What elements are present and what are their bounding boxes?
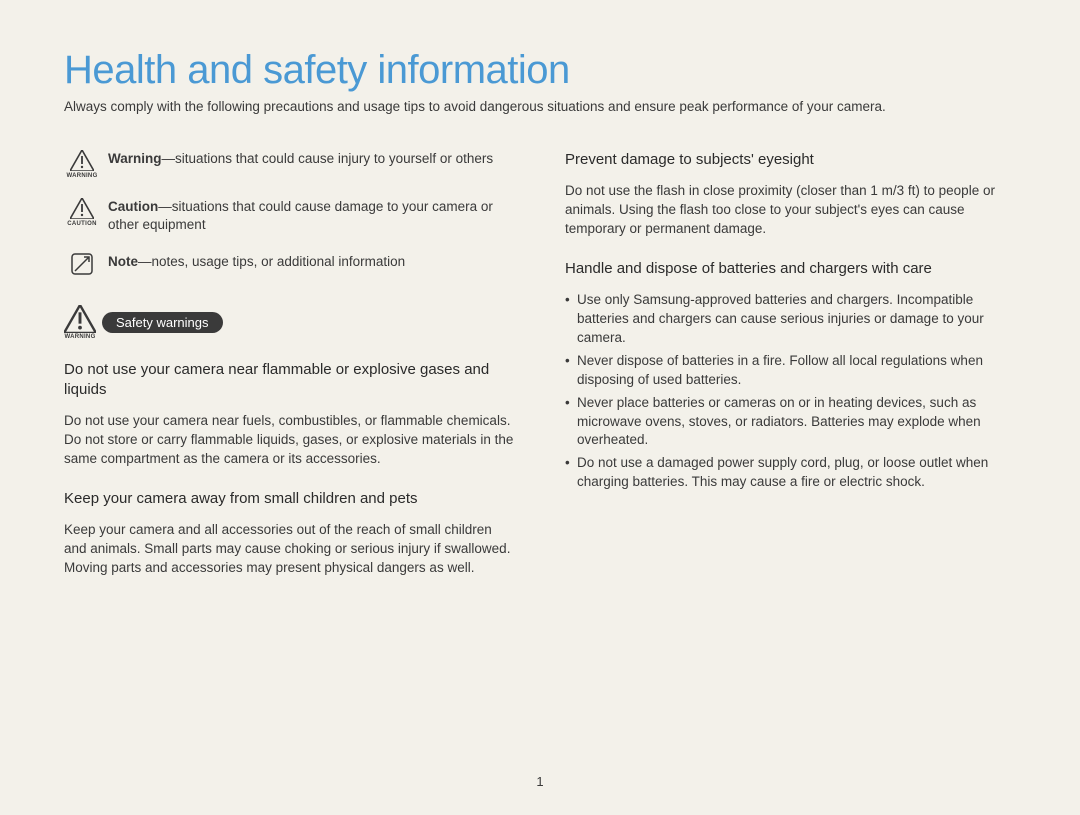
left-body-2: Keep your camera and all accessories out… [64,521,515,578]
legend-note-desc: —notes, usage tips, or additional inform… [138,254,405,269]
legend-caution-term: Caution [108,199,158,214]
left-subhead-2: Keep your camera away from small childre… [64,489,515,509]
right-column: Prevent damage to subjects' eyesight Do … [565,150,1016,594]
legend-warning-desc: —situations that could cause injury to y… [162,151,494,166]
intro-text: Always comply with the following precaut… [64,99,1016,114]
warning-icon [64,305,96,333]
warning-icon [70,150,94,171]
badge-icon-label: WARNING [64,334,95,340]
page-title: Health and safety information [64,48,1016,93]
legend-note: Note—notes, usage tips, or additional in… [64,253,515,275]
right-body-1: Do not use the flash in close proximity … [565,182,1016,239]
warning-icon-label: WARNING [66,172,97,180]
legend-warning: WARNING Warning—situations that could ca… [64,150,515,180]
right-subhead-2: Handle and dispose of batteries and char… [565,259,1016,279]
list-item: Never dispose of batteries in a fire. Fo… [565,352,1016,390]
battery-bullets: Use only Samsung-approved batteries and … [565,291,1016,492]
legend-warning-term: Warning [108,151,162,166]
list-item: Do not use a damaged power supply cord, … [565,454,1016,492]
legend-note-term: Note [108,254,138,269]
legend-caution-desc: —situations that could cause damage to y… [108,199,493,232]
safety-warnings-badge: WARNING Safety warnings [64,305,515,340]
right-subhead-1: Prevent damage to subjects' eyesight [565,150,1016,170]
caution-icon-label: CAUTION [67,220,96,228]
page-number: 1 [536,774,543,789]
caution-icon [70,198,94,219]
note-icon [71,253,93,275]
left-subhead-1: Do not use your camera near flammable or… [64,360,515,401]
badge-pill: Safety warnings [102,312,223,333]
list-item: Never place batteries or cameras on or i… [565,394,1016,451]
content-columns: WARNING Warning—situations that could ca… [64,150,1016,594]
legend-caution: CAUTION Caution—situations that could ca… [64,198,515,234]
left-column: WARNING Warning—situations that could ca… [64,150,515,594]
list-item: Use only Samsung-approved batteries and … [565,291,1016,348]
left-body-1: Do not use your camera near fuels, combu… [64,412,515,469]
